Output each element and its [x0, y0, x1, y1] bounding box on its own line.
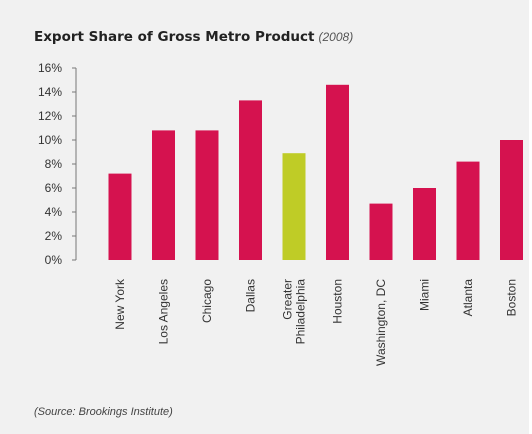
x-tick-label: Houston — [331, 279, 345, 324]
y-tick-label: 8% — [45, 157, 63, 171]
bar-atlanta — [456, 161, 480, 260]
x-tick-label: Washington, DC — [374, 279, 388, 366]
x-tick-label: Los Angeles — [157, 279, 171, 344]
x-tick-label: Boston — [505, 279, 519, 316]
bar-los-angeles — [152, 130, 175, 260]
bar-chicago — [195, 130, 219, 260]
x-tick-label: Philadelphia — [294, 279, 308, 345]
x-tick-label: Atlanta — [461, 279, 475, 317]
y-tick-label: 0% — [45, 253, 63, 267]
y-tick-label: 4% — [45, 205, 63, 219]
bar-washington-dc — [369, 203, 393, 260]
x-tick-label: New York — [113, 278, 127, 330]
x-tick-label: Dallas — [244, 279, 258, 312]
y-tick-label: 16% — [38, 61, 62, 75]
y-tick-label: 10% — [38, 133, 62, 147]
bar-houston — [326, 84, 349, 260]
y-tick-label: 6% — [45, 181, 63, 195]
bar-new-york — [108, 173, 132, 260]
bar-greater-philadelphia — [282, 153, 306, 260]
x-tick-label: Greater — [281, 279, 295, 320]
x-tick-label: Miami — [418, 279, 432, 311]
chart-title-text: Export Share of Gross Metro Product — [34, 29, 315, 45]
y-tick-label: 14% — [38, 85, 62, 99]
y-tick-label: 12% — [38, 109, 62, 123]
chart-source: (Source: Brookings Institute) — [34, 406, 173, 418]
bar-boston — [500, 140, 523, 260]
bar-dallas — [239, 100, 262, 261]
chart-title: Export Share of Gross Metro Product (2008… — [34, 29, 353, 45]
x-tick-label: Chicago — [200, 279, 214, 323]
chart-subtitle: (2008) — [318, 30, 354, 44]
bar-miami — [413, 188, 436, 260]
y-tick-label: 2% — [45, 229, 63, 243]
